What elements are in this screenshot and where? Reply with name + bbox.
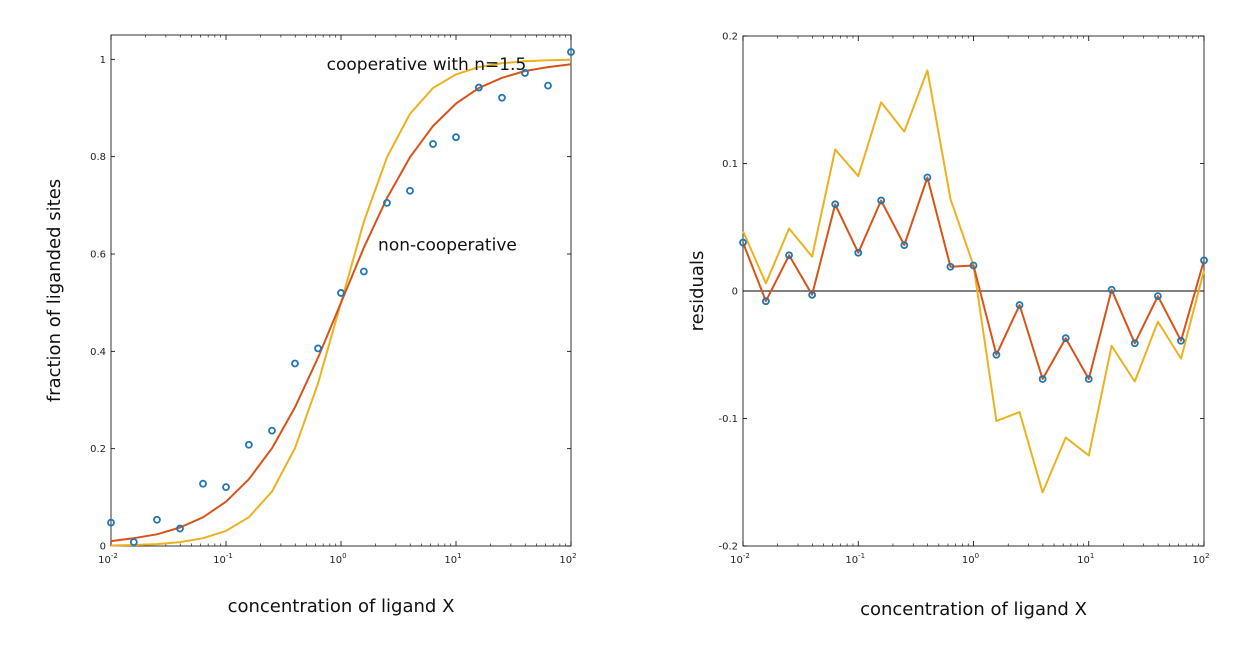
data-point xyxy=(222,483,230,492)
data-point xyxy=(244,440,253,449)
residual-point xyxy=(923,173,932,182)
residual-point xyxy=(1130,339,1139,348)
residual-point xyxy=(1038,375,1047,383)
data-point xyxy=(406,186,414,195)
data-point xyxy=(359,267,368,276)
residual-point xyxy=(1200,256,1208,265)
data-point xyxy=(498,93,506,102)
residual-point xyxy=(808,290,817,299)
y-tick-label: 0.2 xyxy=(90,444,106,455)
x-tick-label: 101 xyxy=(1077,552,1094,566)
x-tick-label: 101 xyxy=(444,552,461,566)
residual-point xyxy=(877,196,886,205)
x-tick-label: 102 xyxy=(559,552,576,566)
x-tick-label: 100 xyxy=(962,552,979,566)
cooperative-residual-line xyxy=(742,69,1205,494)
residual-point xyxy=(739,238,747,247)
x-tick-label: 102 xyxy=(1192,552,1209,566)
y-tick-label: 0.6 xyxy=(90,250,106,261)
data-point xyxy=(474,83,483,92)
residuals-chart: -0.2 -0.1 0 0.1 0.2 10-2 10-1 100 101 102 concentr… xyxy=(687,32,1210,621)
data-point xyxy=(567,48,575,56)
data-point xyxy=(544,81,552,90)
residual-point xyxy=(1015,301,1024,309)
data-point xyxy=(176,524,184,533)
data-point xyxy=(268,426,276,435)
y-tick-label: 0.8 xyxy=(90,152,106,163)
data-point xyxy=(521,69,529,77)
y-tick-label: 0.2 xyxy=(722,32,738,43)
residual-point xyxy=(1153,292,1162,301)
data-point xyxy=(129,538,138,547)
x-tick-label: 100 xyxy=(329,552,346,566)
noncooperative-annotation: non-cooperative xyxy=(378,235,517,255)
residual-point xyxy=(969,261,978,270)
residual-point xyxy=(900,241,909,250)
x-tick-label: 10-2 xyxy=(730,552,750,566)
residual-point xyxy=(1107,285,1116,294)
data-point xyxy=(429,140,437,148)
y-axis-label: fraction of liganded sites xyxy=(44,179,65,402)
residual-point xyxy=(1061,334,1070,343)
binding-curve-chart: 0 0.2 0.4 0.6 0.8 1 10-2 10-1 100 101 102 cooperati… xyxy=(44,34,577,617)
data-point xyxy=(314,344,322,353)
residual-point xyxy=(785,251,793,260)
residual-point xyxy=(1177,336,1185,345)
y-tick-label: 0 xyxy=(732,287,738,298)
residual-point xyxy=(831,200,840,209)
y-axis-label: residuals xyxy=(687,251,708,332)
x-tick-label: 10-2 xyxy=(98,552,118,566)
data-point xyxy=(153,515,161,524)
y-tick-label: -0.1 xyxy=(718,414,738,425)
y-tick-label: 0 xyxy=(100,542,106,553)
residual-point xyxy=(1084,375,1093,383)
noncooperative-fit-line xyxy=(110,63,572,543)
residual-point xyxy=(992,350,1001,359)
cooperative-annotation: cooperative with n=1.5 xyxy=(327,55,527,75)
y-tick-label: 0.1 xyxy=(722,159,738,170)
residual-point xyxy=(854,248,863,257)
data-point xyxy=(452,133,460,142)
x-axis-label: concentration of ligand X xyxy=(228,596,455,617)
data-point xyxy=(199,479,207,488)
data-point xyxy=(337,289,345,297)
data-point xyxy=(291,359,299,368)
data-point xyxy=(107,518,115,527)
y-tick-label: 1 xyxy=(100,55,106,66)
noncooperative-residual-line xyxy=(742,176,1205,380)
x-tick-label: 10-1 xyxy=(213,552,233,566)
data-point xyxy=(383,198,391,207)
x-tick-label: 10-1 xyxy=(845,552,865,566)
x-axis-label: concentration of ligand X xyxy=(860,599,1087,620)
residual-point xyxy=(946,262,955,271)
y-tick-label: 0.4 xyxy=(90,347,106,358)
y-tick-label: -0.2 xyxy=(718,542,738,553)
residual-point xyxy=(761,297,770,306)
